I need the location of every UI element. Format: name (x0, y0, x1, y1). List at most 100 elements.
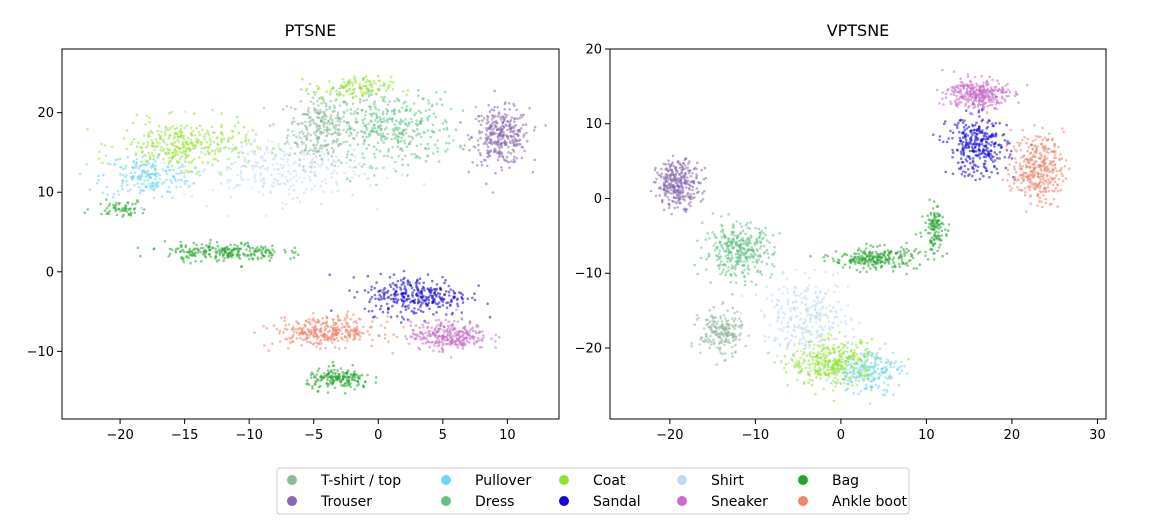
scatter-point (337, 159, 341, 162)
scatter-point (820, 357, 823, 360)
scatter-point (735, 220, 739, 223)
scatter-point (134, 153, 138, 157)
scatter-point (296, 253, 300, 256)
scatter-point (225, 168, 228, 172)
scatter-point (354, 95, 358, 98)
scatter-point (720, 223, 723, 227)
scatter-point (272, 168, 276, 171)
scatter-point (285, 161, 289, 164)
scatter-point (734, 260, 738, 263)
scatter-point (295, 179, 299, 183)
scatter-point (368, 325, 372, 329)
scatter-point (353, 329, 356, 333)
scatter-point (230, 147, 234, 151)
scatter-point (300, 344, 304, 347)
scatter-point (356, 328, 359, 331)
scatter-point (410, 335, 414, 339)
scatter-point (378, 334, 381, 337)
scatter-point (146, 178, 149, 182)
scatter-point (347, 134, 351, 138)
scatter-point (207, 133, 211, 137)
scatter-point (352, 378, 356, 382)
scatter-point (124, 204, 128, 207)
scatter-point (325, 382, 329, 386)
scatter-point (374, 107, 378, 111)
scatter-point (347, 177, 350, 180)
scatter-point (409, 284, 413, 287)
scatter-point (376, 141, 380, 145)
scatter-point (329, 370, 333, 374)
scatter-point (306, 109, 310, 112)
scatter-point (183, 171, 186, 175)
scatter-point (345, 140, 348, 143)
scatter-point (412, 102, 416, 105)
scatter-point (844, 362, 847, 366)
scatter-point (187, 170, 191, 174)
scatter-point (183, 165, 186, 168)
scatter-point (192, 158, 196, 161)
scatter-point (333, 109, 336, 113)
scatter-point (492, 108, 496, 112)
scatter-point (275, 327, 279, 331)
scatter-point (180, 171, 183, 175)
scatter-point (510, 116, 514, 119)
scatter-point (418, 156, 422, 160)
scatter-point (727, 331, 731, 335)
scatter-point (191, 130, 194, 133)
scatter-point (343, 372, 346, 375)
scatter-point (491, 128, 494, 131)
scatter-point (141, 211, 145, 215)
scatter-point (356, 143, 360, 146)
scatter-point (385, 112, 389, 116)
scatter-point (389, 293, 393, 297)
scatter-point (957, 142, 961, 146)
scatter-point (814, 392, 817, 396)
scatter-point (130, 175, 133, 179)
scatter-point (478, 131, 481, 135)
scatter-point (167, 185, 171, 189)
scatter-point (352, 112, 356, 116)
scatter-point (480, 345, 484, 349)
scatter-point (168, 126, 172, 130)
scatter-point (160, 182, 164, 185)
scatter-points (649, 68, 1071, 405)
scatter-point (285, 178, 289, 182)
scatter-point (441, 122, 445, 125)
scatter-point (222, 252, 226, 256)
scatter-point (331, 318, 335, 322)
scatter-point (437, 160, 441, 163)
scatter-point (325, 315, 328, 318)
scatter-point (272, 123, 275, 126)
scatter-point (348, 124, 351, 128)
scatter-point (486, 302, 489, 306)
scatter-point (730, 233, 734, 236)
scatter-point (368, 130, 372, 134)
scatter-point (182, 260, 186, 264)
scatter-point (359, 87, 362, 91)
scatter-point (889, 365, 892, 369)
scatter-point (328, 105, 332, 109)
scatter-point (313, 382, 317, 386)
scatter-point (654, 194, 658, 198)
scatter-point (944, 170, 947, 174)
scatter-point (347, 331, 350, 334)
scatter-point (207, 248, 211, 251)
scatter-point (343, 335, 347, 339)
scatter-point (239, 265, 243, 269)
scatter-point (691, 188, 694, 192)
scatter-point (743, 283, 747, 287)
scatter-point (338, 116, 341, 120)
scatter-point (356, 163, 360, 166)
scatter-point (146, 141, 149, 144)
scatter-point (330, 87, 333, 91)
scatter-point (379, 127, 383, 130)
scatter-point (866, 368, 870, 371)
scatter-point (386, 289, 390, 293)
scatter-point (676, 194, 680, 197)
scatter-point (748, 238, 751, 242)
scatter-point (201, 169, 205, 173)
scatter-point (329, 325, 333, 329)
scatter-point (323, 338, 326, 341)
scatter-point (381, 110, 385, 114)
scatter-point (375, 148, 379, 151)
